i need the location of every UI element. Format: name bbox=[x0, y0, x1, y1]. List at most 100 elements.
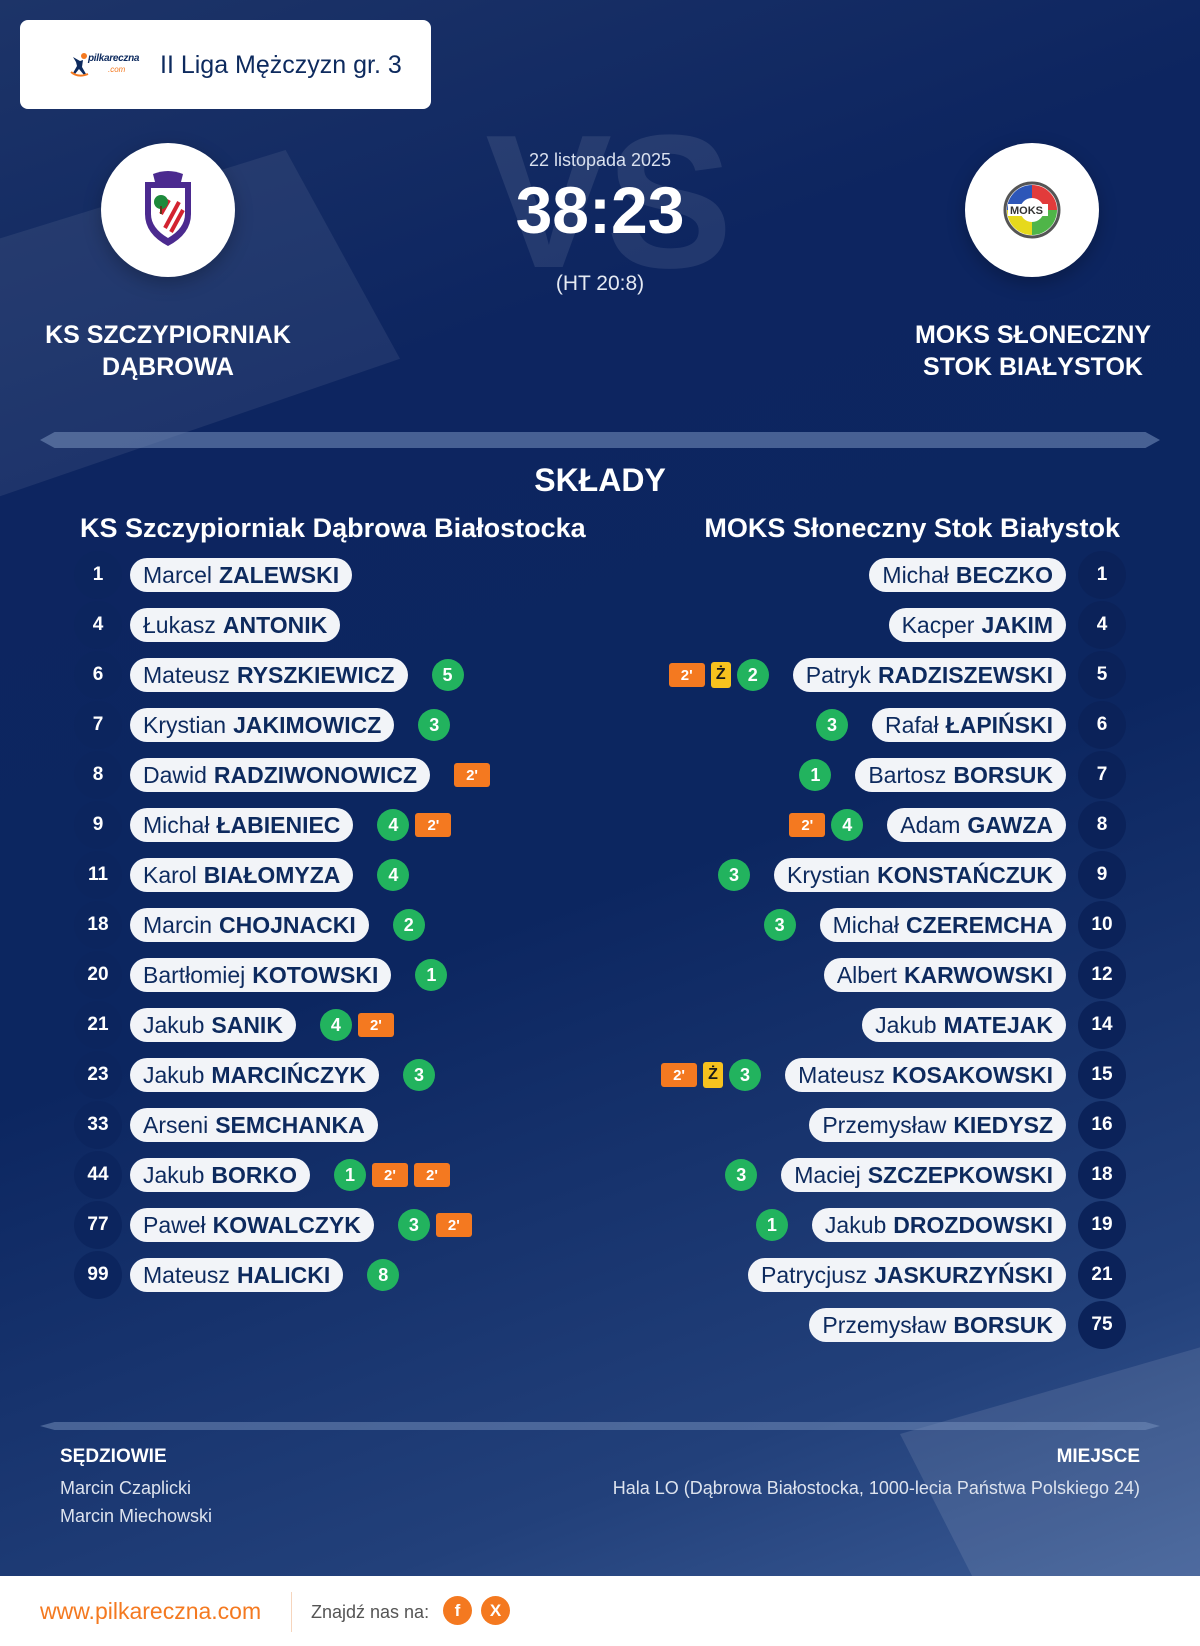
facebook-icon[interactable]: f bbox=[443, 1596, 472, 1625]
player-name[interactable]: Michał ŁABIENIEC bbox=[130, 808, 354, 842]
goals-badge: 1 bbox=[415, 959, 448, 991]
player-name[interactable]: Jakub SANIK bbox=[130, 1008, 296, 1042]
player-row[interactable]: 5 Patryk RADZISZEWSKI 2 Ż 2' bbox=[606, 650, 1126, 700]
player-row[interactable]: 21 Patrycjusz JASKURZYŃSKI bbox=[606, 1250, 1126, 1300]
referee-name: Marcin Czaplicki bbox=[60, 1478, 192, 1498]
suspension-badge: 2' bbox=[661, 1063, 698, 1087]
player-row[interactable]: 18 Maciej SZCZEPKOWSKI 3 bbox=[606, 1150, 1126, 1200]
player-row[interactable]: 19 Jakub DROZDOWSKI 1 bbox=[606, 1200, 1126, 1250]
player-row[interactable]: 20 Bartłomiej KOTOWSKI 1 bbox=[74, 950, 594, 1000]
player-name[interactable]: Karol BIAŁOMYZA bbox=[130, 858, 354, 892]
player-row[interactable]: 7 Krystian JAKIMOWICZ 3 bbox=[74, 700, 594, 750]
player-name[interactable]: Jakub MARCIŃCZYK bbox=[130, 1058, 379, 1092]
player-row[interactable]: 1 Marcel ZALEWSKI bbox=[74, 550, 594, 600]
player-name[interactable]: Mateusz HALICKI bbox=[130, 1258, 344, 1292]
player-row[interactable]: 15 Mateusz KOSAKOWSKI 3 Ż 2' bbox=[606, 1050, 1126, 1100]
player-name[interactable]: Arseni SEMCHANKA bbox=[130, 1108, 378, 1142]
player-row[interactable]: 9 Michał ŁABIENIEC 4 2' bbox=[74, 800, 594, 850]
player-first-name: Krystian bbox=[143, 711, 227, 738]
player-last-name: BORSUK bbox=[953, 1311, 1053, 1338]
player-row[interactable]: 99 Mateusz HALICKI 8 bbox=[74, 1250, 594, 1300]
player-name[interactable]: Mateusz RYSZKIEWICZ bbox=[130, 658, 408, 692]
player-events: 3 bbox=[418, 709, 451, 741]
venue-label: MIEJSCE bbox=[1056, 1446, 1140, 1467]
player-first-name: Łukasz bbox=[143, 611, 216, 638]
player-name[interactable]: Mateusz KOSAKOWSKI bbox=[785, 1058, 1066, 1092]
player-row[interactable]: 11 Karol BIAŁOMYZA 4 bbox=[74, 850, 594, 900]
suspension-badge: 2' bbox=[454, 763, 491, 787]
player-last-name: BORSUK bbox=[953, 761, 1053, 788]
player-name[interactable]: Bartłomiej KOTOWSKI bbox=[130, 958, 392, 992]
player-row[interactable]: 18 Marcin CHOJNACKI 2 bbox=[74, 900, 594, 950]
player-first-name: Mateusz bbox=[798, 1061, 885, 1088]
jersey-number: 23 bbox=[74, 1051, 122, 1099]
player-row[interactable]: 1 Michał BECZKO bbox=[606, 550, 1126, 600]
player-row[interactable]: 4 Łukasz ANTONIK bbox=[74, 600, 594, 650]
player-first-name: Patrycjusz bbox=[760, 1261, 868, 1288]
player-name[interactable]: Marcel ZALEWSKI bbox=[130, 558, 353, 592]
player-name[interactable]: Paweł KOWALCZYK bbox=[130, 1208, 374, 1242]
player-name[interactable]: Patryk RADZISZEWSKI bbox=[792, 658, 1066, 692]
jersey-number: 16 bbox=[1078, 1101, 1126, 1149]
player-name[interactable]: Jakub MATEJAK bbox=[862, 1008, 1066, 1042]
home-team-name[interactable]: KS SZCZYPIORNIAK DĄBROWA bbox=[45, 321, 291, 381]
player-row[interactable]: 10 Michał CZEREMCHA 3 bbox=[606, 900, 1126, 950]
player-name[interactable]: Krystian KONSTAŃCZUK bbox=[774, 858, 1066, 892]
goals-badge: 3 bbox=[815, 709, 848, 741]
player-name[interactable]: Albert KARWOWSKI bbox=[823, 958, 1066, 992]
player-name[interactable]: Marcin CHOJNACKI bbox=[130, 908, 369, 942]
player-name[interactable]: Łukasz ANTONIK bbox=[130, 608, 341, 642]
player-name[interactable]: Maciej SZCZEPKOWSKI bbox=[781, 1158, 1066, 1192]
suspension-badge: 2' bbox=[357, 1013, 394, 1037]
x-icon[interactable]: X bbox=[481, 1596, 510, 1625]
player-row[interactable]: 14 Jakub MATEJAK bbox=[606, 1000, 1126, 1050]
brand-logo[interactable]: pilkareczna .com bbox=[70, 50, 142, 80]
player-name[interactable]: Patrycjusz JASKURZYŃSKI bbox=[747, 1258, 1066, 1292]
player-name[interactable]: Jakub BORKO bbox=[130, 1158, 310, 1192]
player-row[interactable]: 7 Bartosz BORSUK 1 bbox=[606, 750, 1126, 800]
player-row[interactable]: 33 Arseni SEMCHANKA bbox=[74, 1100, 594, 1150]
player-name[interactable]: Przemysław KIEDYSZ bbox=[809, 1108, 1066, 1142]
jersey-number: 44 bbox=[74, 1151, 122, 1199]
away-team-name[interactable]: MOKS SŁONECZNY STOK BIAŁYSTOK bbox=[914, 321, 1152, 381]
jersey-number: 12 bbox=[1078, 951, 1126, 999]
player-name[interactable]: Krystian JAKIMOWICZ bbox=[130, 708, 395, 742]
jersey-number: 33 bbox=[74, 1101, 122, 1149]
player-row[interactable]: 4 Kacper JAKIM bbox=[606, 600, 1126, 650]
player-last-name: ZALEWSKI bbox=[219, 561, 340, 588]
player-row[interactable]: 12 Albert KARWOWSKI bbox=[606, 950, 1126, 1000]
player-last-name: BIAŁOMYZA bbox=[203, 861, 341, 888]
player-row[interactable]: 9 Krystian KONSTAŃCZUK 3 bbox=[606, 850, 1126, 900]
player-name[interactable]: Rafał ŁAPIŃSKI bbox=[871, 708, 1066, 742]
player-name[interactable]: Kacper JAKIM bbox=[888, 608, 1066, 642]
player-name[interactable]: Bartosz BORSUK bbox=[855, 758, 1066, 792]
player-row[interactable]: 23 Jakub MARCIŃCZYK 3 bbox=[74, 1050, 594, 1100]
player-name[interactable]: Michał BECZKO bbox=[869, 558, 1066, 592]
league-title: II Liga Mężczyzn gr. 3 bbox=[160, 51, 402, 79]
player-name[interactable]: Dawid RADZIWONOWICZ bbox=[130, 758, 431, 792]
player-first-name: Jakub bbox=[143, 1061, 205, 1088]
player-first-name: Arseni bbox=[143, 1111, 209, 1138]
player-name[interactable]: Przemysław BORSUK bbox=[809, 1308, 1066, 1342]
player-row[interactable]: 8 Adam GAWZA 4 2' bbox=[606, 800, 1126, 850]
player-first-name: Jakub bbox=[143, 1161, 205, 1188]
player-row[interactable]: 75 Przemysław BORSUK bbox=[606, 1300, 1126, 1350]
player-first-name: Karol bbox=[143, 861, 197, 888]
home-roster: 1 Marcel ZALEWSKI 4 Łukasz ANTONIK 6 Mateusz RYS… bbox=[74, 550, 594, 1300]
player-row[interactable]: 21 Jakub SANIK 4 2' bbox=[74, 1000, 594, 1050]
jersey-number: 8 bbox=[74, 751, 122, 799]
away-team-logo[interactable]: MOKS bbox=[965, 143, 1099, 277]
player-row[interactable]: 8 Dawid RADZIWONOWICZ 2' bbox=[74, 750, 594, 800]
player-name[interactable]: Jakub DROZDOWSKI bbox=[811, 1208, 1066, 1242]
player-row[interactable]: 16 Przemysław KIEDYSZ bbox=[606, 1100, 1126, 1150]
player-first-name: Rafał bbox=[884, 711, 939, 738]
home-team-logo[interactable] bbox=[101, 143, 235, 277]
player-name[interactable]: Michał CZEREMCHA bbox=[819, 908, 1066, 942]
player-row[interactable]: 77 Paweł KOWALCZYK 3 2' bbox=[74, 1200, 594, 1250]
player-row[interactable]: 6 Mateusz RYSZKIEWICZ 5 bbox=[74, 650, 594, 700]
player-last-name: MATEJAK bbox=[943, 1011, 1053, 1038]
website-link[interactable]: www.pilkareczna.com bbox=[40, 1598, 262, 1624]
player-row[interactable]: 44 Jakub BORKO 1 2' 2' bbox=[74, 1150, 594, 1200]
player-row[interactable]: 6 Rafał ŁAPIŃSKI 3 bbox=[606, 700, 1126, 750]
player-name[interactable]: Adam GAWZA bbox=[887, 808, 1066, 842]
